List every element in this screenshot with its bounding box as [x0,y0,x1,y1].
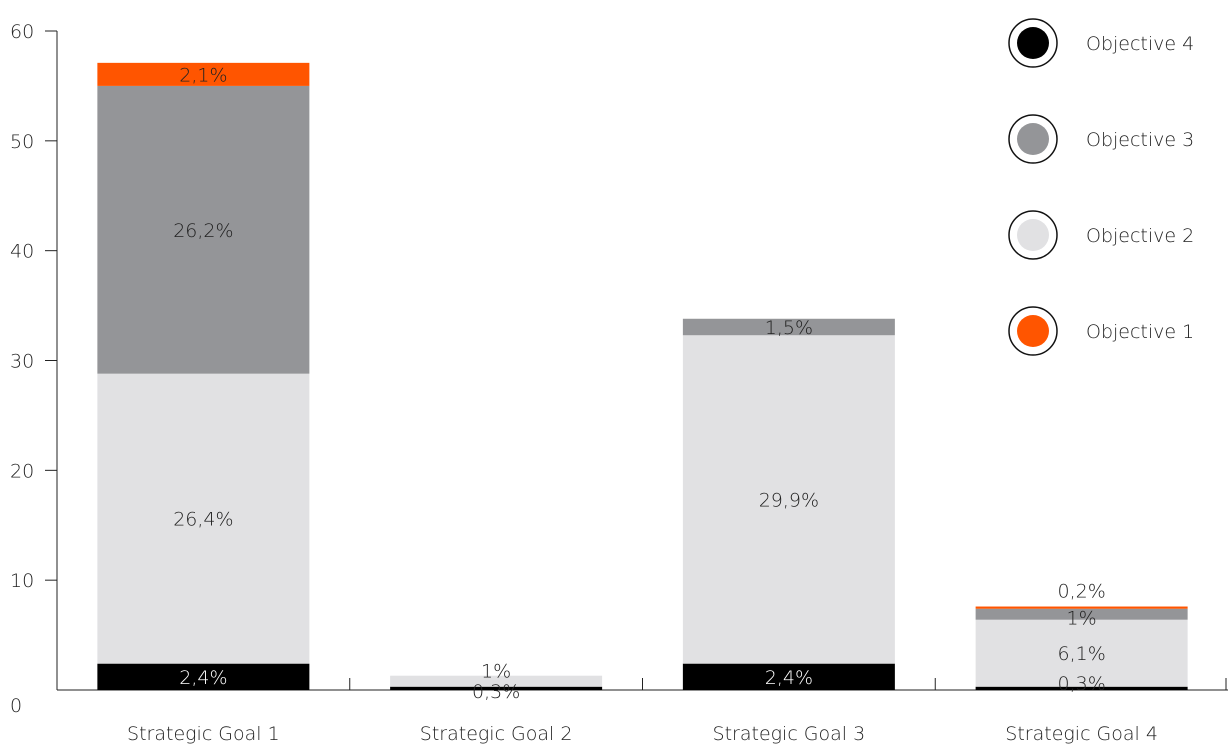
bar-segment-objective-3 [682,318,895,336]
x-category-label: Strategic Goal 2 [420,723,573,745]
legend-label: Objective 3 [1086,129,1194,151]
legend-item: Objective 4 [1008,18,1194,68]
legend-item: Objective 2 [1008,210,1194,260]
data-label: 1,5% [765,317,813,339]
bar-segment-objective-4 [97,663,310,690]
bar-segment-objective-4 [682,663,895,690]
legend: Objective 4 Objective 3 Objective 2 Objecti… [1008,18,1194,356]
legend-label: Objective 2 [1086,225,1194,247]
data-label: 0,2% [1057,581,1105,603]
data-label: 26,4% [173,509,233,531]
data-label: 1% [1067,608,1097,630]
bar-segment-objective-2 [975,619,1188,687]
segment-labels: 2,4%26,4%26,2%2,1%0,3%1% 2,4%29,9%1,5%0,3… [173,64,1106,703]
legend-item: Objective 1 [1008,306,1194,356]
y-tick-label: 10 [10,570,34,592]
legend-label: Objective 4 [1086,33,1194,55]
data-label: 0,3% [1057,673,1105,695]
bars [97,62,1188,690]
data-label: 1% [481,661,511,683]
legend-swatch [1017,123,1049,155]
bar-segment-objective-1 [975,606,1188,609]
bar-segment-objective-3 [975,608,1188,620]
bar-segment-objective-4 [390,686,603,690]
y-tick-label: 20 [10,460,34,482]
y-tick-label: 40 [10,241,34,263]
bar-segment-objective-4 [975,686,1188,690]
y-tick-label: 60 [10,21,34,43]
legend-swatch [1017,315,1049,347]
bar-segment-objective-1 [97,62,310,86]
data-label: 6,1% [1057,643,1105,665]
bar-segment-objective-3 [97,85,310,374]
legend-item: Objective 3 [1008,114,1194,164]
y-tick-label: 0 [10,695,22,717]
y-tick-label: 50 [10,131,34,153]
x-category-label: Strategic Goal 3 [713,723,866,745]
bar-segment-objective-2 [682,335,895,664]
data-label: 29,9% [759,489,819,511]
data-label: 2,4% [765,667,813,689]
data-label: 2,1% [179,64,227,86]
legend-swatch [1017,27,1049,59]
data-label: 26,2% [173,220,233,242]
legend-label: Objective 1 [1086,321,1194,343]
x-category-label: Strategic Goal 4 [1005,723,1158,745]
y-tick-label: 30 [10,351,34,373]
category-labels: Strategic Goal 1 Strategic Goal 2 Strategi… [127,723,1158,745]
x-category-label: Strategic Goal 1 [127,723,280,745]
legend-swatch [1017,219,1049,251]
data-label: 0,3% [472,681,520,703]
data-label: 2,4% [179,667,227,689]
bar-segment-objective-2 [97,373,310,664]
bar-segment-objective-2 [390,675,603,687]
